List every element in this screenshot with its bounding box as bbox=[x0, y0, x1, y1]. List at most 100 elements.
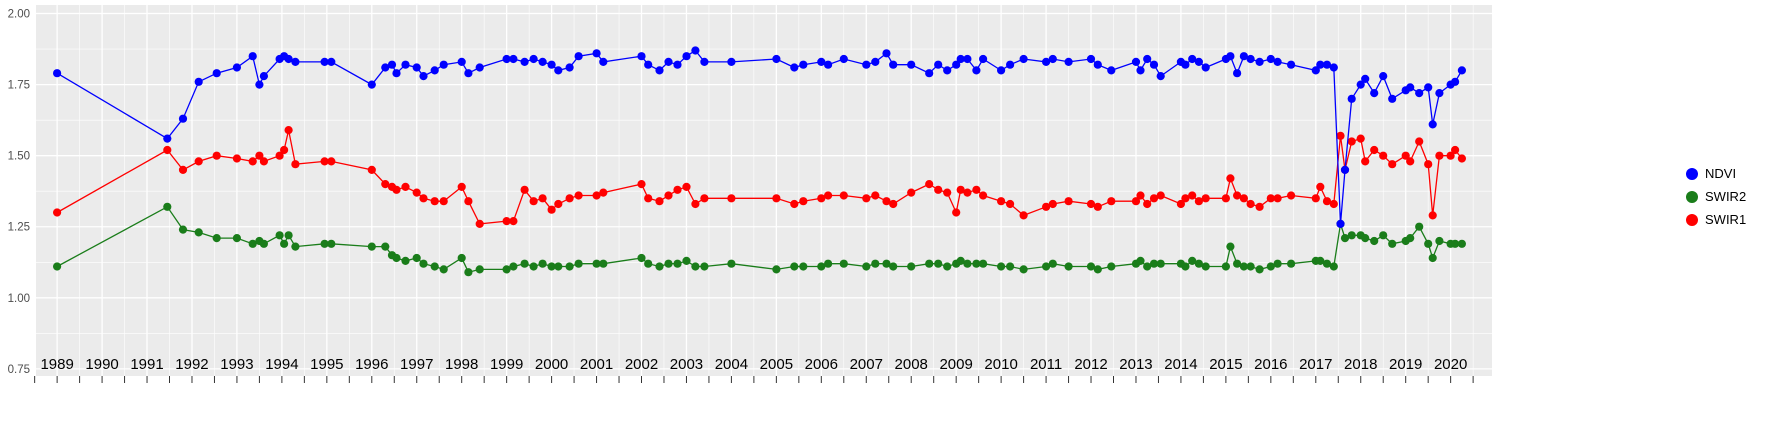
point-ndvi bbox=[520, 57, 529, 66]
point-swir1 bbox=[1048, 199, 1057, 209]
point-ndvi bbox=[439, 60, 448, 69]
point-swir2 bbox=[1194, 259, 1203, 268]
point-swir1 bbox=[212, 151, 221, 160]
point-ndvi bbox=[387, 60, 397, 69]
x-axis-tick-label: 1994 bbox=[265, 356, 298, 373]
point-ndvi bbox=[291, 57, 300, 66]
point-swir2 bbox=[412, 253, 421, 263]
point-swir2 bbox=[824, 259, 833, 268]
point-swir1 bbox=[644, 194, 653, 203]
x-axis-tick-label: 2000 bbox=[535, 356, 568, 373]
point-swir2 bbox=[1156, 259, 1165, 268]
point-swir1 bbox=[538, 194, 547, 203]
point-swir2 bbox=[655, 262, 664, 271]
point-swir2 bbox=[401, 256, 410, 265]
point-swir2 bbox=[53, 262, 62, 271]
point-swir2 bbox=[956, 256, 965, 265]
point-swir2 bbox=[1255, 265, 1264, 274]
point-ndvi bbox=[599, 57, 608, 66]
x-axis-tick-label: 1997 bbox=[400, 356, 433, 373]
point-swir1 bbox=[934, 185, 943, 194]
point-swir2 bbox=[644, 259, 653, 268]
point-swir2 bbox=[871, 259, 880, 268]
point-swir1 bbox=[1361, 157, 1370, 166]
legend-label-swir2: SWIR2 bbox=[1705, 189, 1747, 204]
point-swir1 bbox=[1188, 191, 1197, 200]
point-swir1 bbox=[1143, 199, 1152, 209]
point-swir1 bbox=[1388, 160, 1397, 169]
point-swir2 bbox=[275, 231, 284, 240]
point-swir1 bbox=[163, 145, 172, 155]
point-ndvi bbox=[320, 57, 329, 66]
x-axis-tick-label: 1999 bbox=[490, 356, 523, 373]
point-swir2 bbox=[682, 256, 691, 265]
point-swir1 bbox=[1064, 197, 1073, 206]
point-swir2 bbox=[1316, 256, 1325, 265]
point-swir1 bbox=[664, 191, 673, 200]
x-axis-tick-label: 2015 bbox=[1209, 356, 1242, 373]
point-ndvi bbox=[871, 57, 880, 66]
point-ndvi bbox=[327, 57, 336, 66]
point-ndvi bbox=[644, 60, 653, 69]
point-swir1 bbox=[1266, 194, 1275, 203]
x-axis-tick-label: 2012 bbox=[1074, 356, 1107, 373]
point-ndvi bbox=[502, 54, 511, 64]
point-swir1 bbox=[673, 185, 682, 194]
point-ndvi bbox=[1136, 66, 1145, 75]
point-swir1 bbox=[907, 188, 916, 197]
point-ndvi bbox=[1156, 72, 1165, 81]
point-ndvi bbox=[700, 57, 709, 66]
point-swir2 bbox=[772, 265, 781, 274]
point-swir1 bbox=[1273, 194, 1282, 203]
point-swir2 bbox=[178, 225, 188, 234]
x-axis-tick-label: 2011 bbox=[1030, 356, 1062, 373]
point-ndvi bbox=[53, 69, 62, 78]
point-ndvi bbox=[664, 57, 673, 66]
point-swir2 bbox=[1287, 259, 1296, 268]
point-swir2 bbox=[889, 262, 898, 271]
point-ndvi bbox=[1255, 57, 1264, 66]
point-ndvi bbox=[1435, 89, 1444, 98]
point-swir2 bbox=[367, 242, 376, 251]
point-ndvi bbox=[1048, 54, 1057, 64]
point-swir1 bbox=[889, 199, 898, 209]
point-ndvi bbox=[464, 69, 473, 78]
point-swir1 bbox=[457, 182, 466, 191]
point-swir1 bbox=[956, 185, 965, 194]
point-swir1 bbox=[839, 191, 848, 200]
point-ndvi bbox=[1188, 54, 1197, 64]
point-ndvi bbox=[1107, 66, 1116, 75]
point-ndvi bbox=[1388, 94, 1397, 103]
point-ndvi bbox=[637, 52, 646, 61]
point-swir2 bbox=[1233, 259, 1242, 268]
x-axis-tick-label: 2002 bbox=[625, 356, 658, 373]
point-swir1 bbox=[520, 185, 529, 194]
legend: NDVI SWIR2 SWIR1 bbox=[1686, 167, 1746, 226]
point-swir1 bbox=[952, 208, 961, 217]
point-ndvi bbox=[1316, 60, 1325, 69]
point-swir2 bbox=[790, 262, 799, 271]
point-ndvi bbox=[1273, 57, 1282, 66]
point-swir2 bbox=[1451, 239, 1460, 248]
point-ndvi bbox=[1006, 60, 1015, 69]
point-swir2 bbox=[439, 265, 448, 274]
point-swir1 bbox=[979, 191, 988, 200]
point-ndvi bbox=[284, 54, 293, 64]
point-ndvi bbox=[682, 52, 691, 61]
point-swir2 bbox=[381, 242, 390, 251]
point-swir1 bbox=[194, 157, 203, 166]
point-ndvi bbox=[673, 60, 682, 69]
point-ndvi bbox=[839, 54, 848, 64]
point-swir2 bbox=[1181, 262, 1190, 271]
point-swir1 bbox=[53, 208, 62, 217]
point-swir1 bbox=[655, 197, 664, 206]
point-ndvi bbox=[956, 54, 965, 64]
point-swir1 bbox=[925, 180, 934, 189]
legend-item-swir1: SWIR1 bbox=[1686, 213, 1746, 226]
point-swir2 bbox=[1093, 265, 1102, 274]
point-swir2 bbox=[1406, 234, 1415, 243]
point-swir1 bbox=[1181, 194, 1190, 203]
point-swir2 bbox=[1379, 231, 1388, 240]
point-swir2 bbox=[599, 259, 608, 268]
point-swir2 bbox=[1435, 236, 1444, 246]
